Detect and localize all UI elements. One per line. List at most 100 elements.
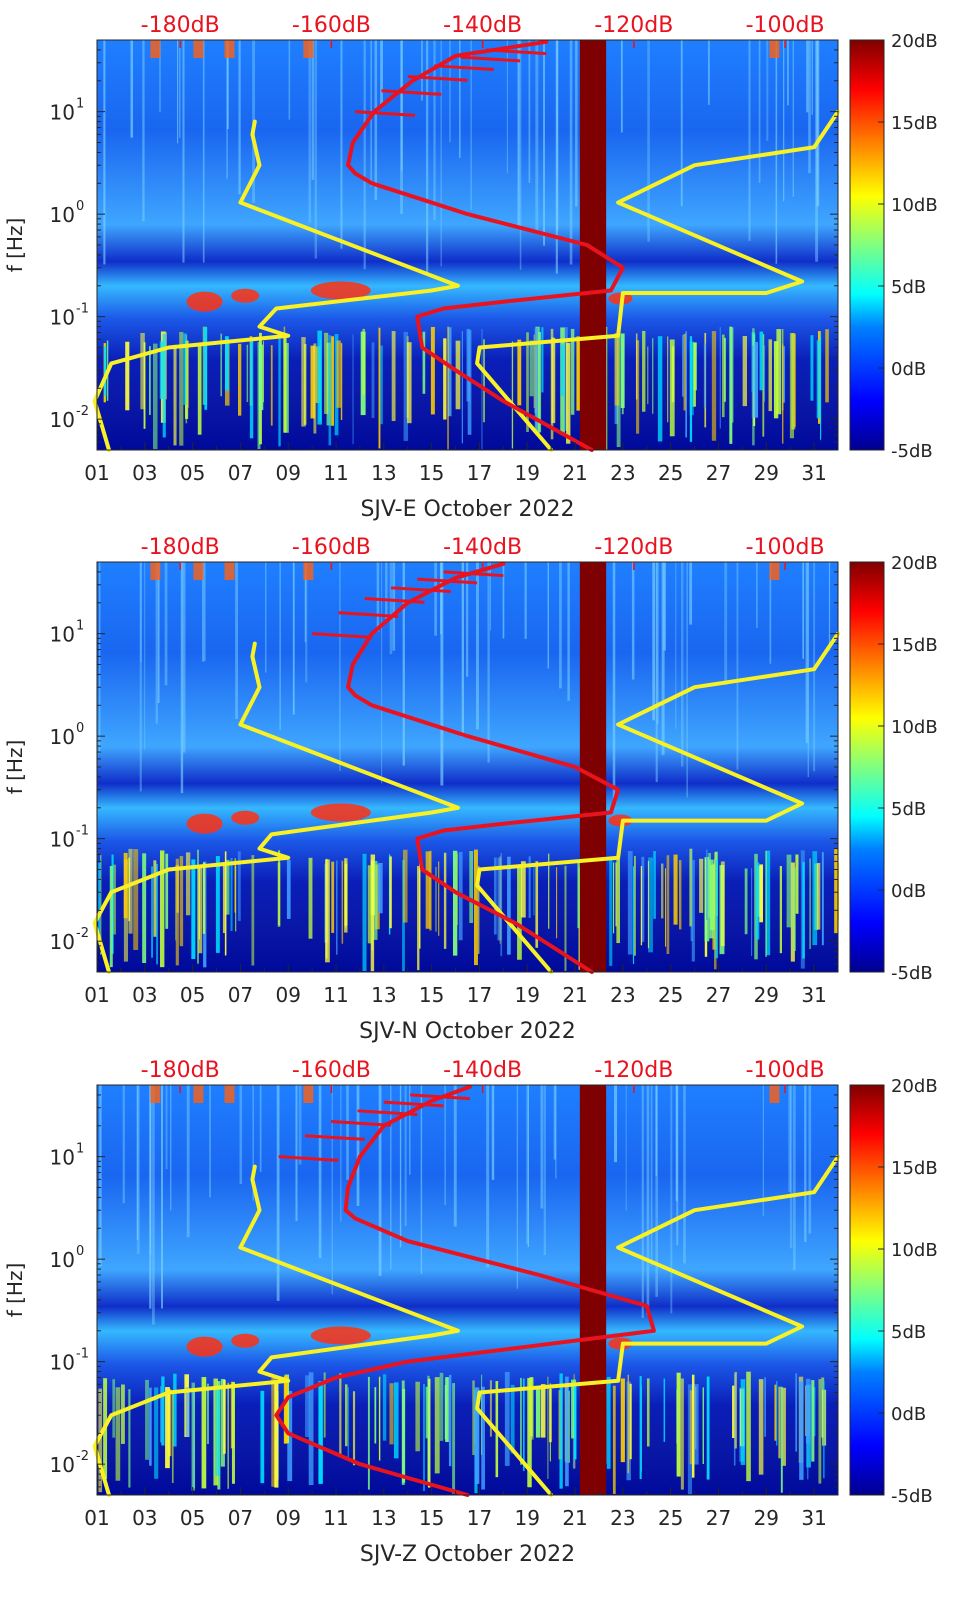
spectrogram-streak	[177, 40, 179, 144]
spectrogram-hotspot	[310, 803, 371, 822]
spectrogram-streak	[683, 333, 686, 411]
spectrogram-streak	[346, 1085, 349, 1180]
red-curve-detail	[410, 1093, 470, 1101]
spectrogram-streak	[825, 329, 829, 403]
spectrogram-streak	[575, 40, 578, 207]
spectrogram-streak	[204, 327, 208, 410]
x-tick-label: 07	[228, 461, 253, 485]
spectrogram-streak	[447, 327, 452, 417]
x-tick-label: 01	[84, 461, 109, 485]
spectrogram-streak	[165, 1085, 168, 1170]
spectrogram-hotspot	[224, 40, 235, 58]
spectrogram-streak	[286, 859, 291, 919]
top-db-tick-label: -140dB	[443, 535, 522, 560]
x-tick-label: 25	[658, 983, 683, 1007]
spectrogram-streak	[802, 562, 805, 659]
y-tick-label: 10	[50, 1146, 75, 1170]
spectrogram-streak	[526, 332, 529, 432]
spectrogram-streak	[805, 562, 809, 744]
y-tick-exponent: 0	[76, 721, 84, 736]
spectrogram-streak	[180, 562, 184, 794]
spectrogram-streak	[548, 1388, 552, 1443]
spectrogram-streak	[162, 333, 166, 438]
spectrogram-streak	[641, 856, 645, 942]
spectrogram-streak	[809, 858, 811, 950]
spectrogram-streak	[556, 867, 558, 939]
spectrogram-streak	[225, 336, 229, 391]
spectrogram-streak	[744, 868, 748, 935]
spectrogram-streak	[340, 40, 343, 249]
spectrogram-streak	[295, 1085, 298, 1222]
spectrogram-streak	[283, 334, 287, 433]
spectrogram-streak	[661, 562, 665, 755]
spectrogram-streak	[811, 1380, 815, 1462]
spectrogram-streak	[535, 861, 539, 948]
spectrogram-streak	[641, 1085, 644, 1318]
y-tick-label: 10	[50, 1351, 75, 1375]
spectrogram-streak	[766, 40, 769, 141]
spectrogram-streak	[170, 1085, 172, 1211]
spectrogram-streak	[393, 1382, 399, 1459]
red-curve-detail	[338, 611, 399, 618]
x-tick-label: 29	[754, 1506, 779, 1530]
x-tick-label: 25	[658, 1506, 683, 1530]
spectrogram-streak	[130, 40, 134, 138]
spectrogram-streak	[734, 1371, 737, 1449]
spectrogram-streak	[816, 862, 821, 930]
spectrogram-streak	[246, 344, 249, 403]
spectrogram-streak	[149, 1387, 152, 1466]
x-tick-label: 13	[371, 1506, 396, 1530]
spectrogram-hotspot	[303, 1085, 314, 1103]
spectrogram-streak	[754, 342, 759, 418]
spectrogram-streak	[655, 562, 658, 783]
spectrogram-streak	[99, 1085, 102, 1267]
spectrogram-streak	[440, 562, 444, 786]
spectrogram-streak	[815, 40, 819, 262]
red-curve-detail	[312, 632, 372, 639]
spectrogram-streak	[530, 1377, 534, 1440]
y-tick-exponent: -1	[76, 1347, 89, 1362]
spectrogram-streak	[629, 1383, 632, 1460]
spectrogram-streak	[376, 562, 380, 632]
spectrogram-streak	[719, 327, 721, 429]
spectrogram-streak	[773, 341, 779, 419]
spectrogram-streak	[276, 1085, 280, 1301]
spectrogram-streak	[438, 861, 440, 936]
spectrogram-streak	[317, 330, 322, 425]
spectrogram-streak	[625, 1085, 627, 1211]
spectrogram-streak	[420, 1085, 423, 1274]
spectrogram-streak	[422, 331, 426, 394]
spectrogram-streak	[787, 40, 789, 106]
spectrogram-streak	[475, 562, 479, 730]
spectrogram-streak	[363, 40, 366, 270]
spectrogram-streak	[768, 339, 772, 412]
spectrogram-hotspot	[310, 1326, 371, 1345]
spectrogram-streak	[811, 40, 814, 115]
spectrogram-streak	[453, 1085, 457, 1227]
spectrogram-streak	[112, 864, 116, 935]
spectrogram-streak	[179, 332, 184, 446]
spectrogram-streak	[692, 342, 696, 407]
spectrogram-streak	[140, 332, 145, 410]
spectrogram-streak	[459, 40, 461, 158]
x-tick-label: 21	[562, 1506, 587, 1530]
spectrogram-streak	[402, 849, 408, 923]
spectrogram-streak	[140, 562, 142, 663]
x-tick-label: 13	[371, 461, 396, 485]
spectrogram-streak	[186, 1085, 190, 1238]
spectrogram-streak	[559, 562, 562, 689]
spectrogram-hotspot	[193, 1085, 204, 1103]
spectrogram-streak	[663, 1378, 666, 1442]
spectrogram-streak	[676, 1085, 679, 1246]
x-tick-label: 27	[706, 461, 731, 485]
spectrogram-streak	[279, 562, 281, 731]
spectrogram-streak	[631, 562, 635, 680]
spectrogram-streak	[382, 1374, 387, 1441]
spectrogram-streak	[225, 859, 230, 915]
spectrogram-streak	[620, 40, 623, 133]
y-tick-label: 10	[50, 1453, 75, 1477]
spectrogram-streak	[142, 853, 147, 963]
spectrogram-streak	[153, 860, 157, 937]
spectrogram-streak	[547, 1376, 549, 1479]
spectrogram-streak	[304, 562, 307, 643]
